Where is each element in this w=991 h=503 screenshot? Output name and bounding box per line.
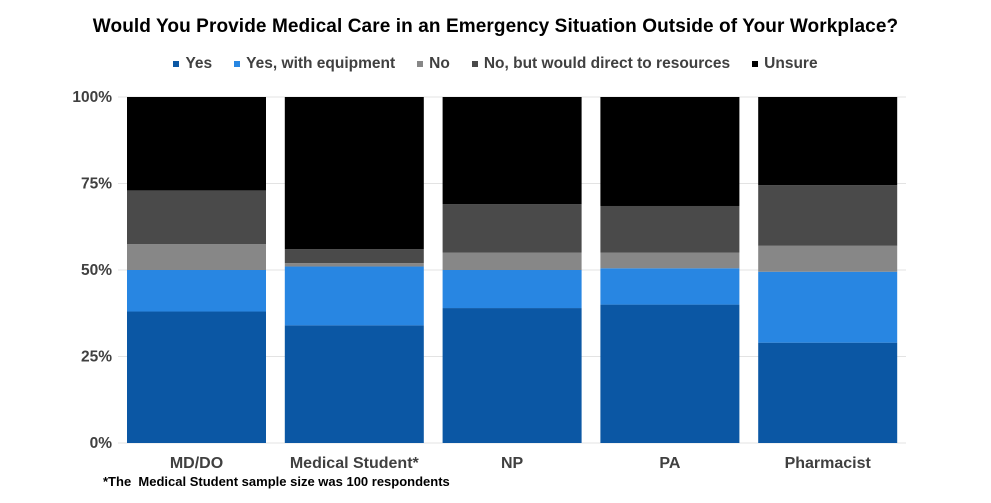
- bar-segment-unsure: [284, 97, 424, 250]
- bar-segment-unsure: [127, 97, 266, 191]
- bar-segment-no: [758, 245, 898, 272]
- bar-segment-yes: [600, 304, 740, 443]
- bar-segment-no: [284, 263, 424, 267]
- legend-item-yes: Yes: [173, 55, 212, 73]
- y-tick-label: 50%: [81, 262, 112, 279]
- legend-swatch: [417, 61, 424, 67]
- legend-item-unsure: Unsure: [752, 55, 818, 73]
- legend-swatch: [471, 61, 478, 67]
- bar-segment-no: [127, 244, 266, 270]
- bar-segment-no-but-would-direct-to-resources: [442, 204, 582, 253]
- bar-segment-unsure: [442, 97, 582, 205]
- x-category-label: NP: [501, 455, 524, 472]
- bar-segment-no: [442, 252, 582, 270]
- legend-label: Yes, with equipment: [246, 55, 396, 72]
- legend-label: No, but would direct to resources: [483, 55, 731, 72]
- legend-item-no-but-would-direct-to-resources: No, but would direct to resources: [471, 55, 731, 73]
- legend-item-yes-with-equipment: Yes, with equipment: [234, 55, 395, 73]
- bar-stack-pharmacist: [758, 97, 898, 443]
- bar-stack-medical-student: [284, 97, 424, 443]
- legend-swatch: [173, 61, 180, 67]
- y-tick-label: 75%: [81, 176, 112, 193]
- bar-segment-yes: [758, 342, 898, 443]
- bar-segment-yes-with-equipment: [758, 271, 898, 343]
- y-tick-label: 100%: [72, 89, 112, 106]
- x-category-label: MD/DO: [170, 455, 223, 472]
- x-category-label: Medical Student*: [290, 455, 420, 472]
- bar-segment-no-but-would-direct-to-resources: [600, 205, 740, 253]
- bar-segment-yes: [127, 311, 266, 443]
- legend-item-no: No: [417, 55, 450, 73]
- bar-segment-unsure: [600, 97, 740, 206]
- legend-label: No: [429, 55, 450, 72]
- bar-segment-yes: [284, 325, 424, 443]
- legend-swatch: [234, 61, 241, 67]
- bar-segment-no: [600, 252, 740, 269]
- bar-stack-md-do: [127, 97, 266, 443]
- legend: Yes Yes, with equipment No No, but would di…: [0, 55, 991, 73]
- y-tick-label: 25%: [81, 349, 112, 366]
- x-category-label: PA: [659, 455, 680, 472]
- legend-label: Yes: [185, 55, 213, 72]
- chart-title: Would You Provide Medical Care in an Eme…: [92, 16, 899, 37]
- bar-stack-np: [442, 97, 582, 443]
- bar-segment-yes-with-equipment: [442, 270, 582, 309]
- bar-segment-yes-with-equipment: [127, 270, 266, 312]
- bar-segment-unsure: [758, 97, 898, 186]
- bar-stack-pa: [600, 97, 740, 443]
- bar-segment-no-but-would-direct-to-resources: [284, 249, 424, 264]
- legend-label: Unsure: [764, 55, 818, 72]
- bar-segment-yes-with-equipment: [284, 266, 424, 326]
- bar-segment-no-but-would-direct-to-resources: [758, 185, 898, 246]
- bar-segment-no-but-would-direct-to-resources: [127, 190, 266, 245]
- bar-segment-yes-with-equipment: [600, 268, 740, 305]
- bar-segment-yes: [442, 308, 582, 443]
- y-tick-label: 0%: [90, 435, 113, 452]
- legend-swatch: [752, 61, 759, 67]
- footnote: *The Medical Student sample size was 100…: [103, 474, 450, 489]
- x-category-label: Pharmacist: [785, 455, 872, 472]
